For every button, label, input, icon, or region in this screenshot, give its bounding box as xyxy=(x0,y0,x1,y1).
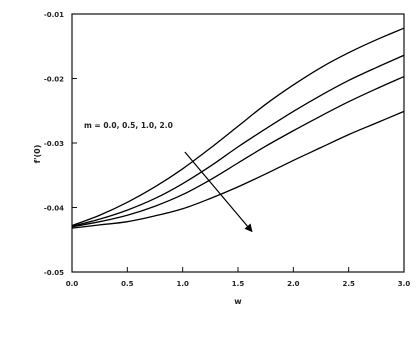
y-tick-label: -0.03 xyxy=(44,140,64,148)
annotation-label: m = 0.0, 0.5, 1.0, 2.0 xyxy=(84,121,173,130)
x-tick-label: 0.0 xyxy=(66,280,79,288)
plot-frame xyxy=(71,13,405,273)
x-axis-ticks: 0.0 0.5 1.0 1.5 2.0 2.5 3.0 xyxy=(66,267,411,288)
series-line-2 xyxy=(71,54,405,227)
y-tick-label: -0.02 xyxy=(44,76,64,84)
x-tick-label: 2.5 xyxy=(342,280,355,288)
x-tick-label: 1.0 xyxy=(176,280,189,288)
y-axis-ticks: -0.01 -0.02 -0.03 -0.04 -0.05 xyxy=(44,11,77,277)
x-tick-label: 1.5 xyxy=(232,280,245,288)
y-tick-label: -0.05 xyxy=(44,269,64,277)
x-tick-label: 3.0 xyxy=(398,280,411,288)
y-axis-label: f'(0) xyxy=(33,145,42,164)
annotation-arrow xyxy=(184,151,253,233)
y-tick-label: -0.04 xyxy=(44,205,64,213)
series-line-1 xyxy=(71,27,405,227)
x-tick-label: 2.0 xyxy=(287,280,300,288)
series-line-3 xyxy=(71,75,405,228)
series-group xyxy=(71,27,405,229)
x-tick-label: 0.5 xyxy=(121,280,134,288)
x-axis-label: w xyxy=(234,297,242,306)
series-line-4 xyxy=(71,110,405,229)
y-tick-label: -0.01 xyxy=(44,11,64,19)
